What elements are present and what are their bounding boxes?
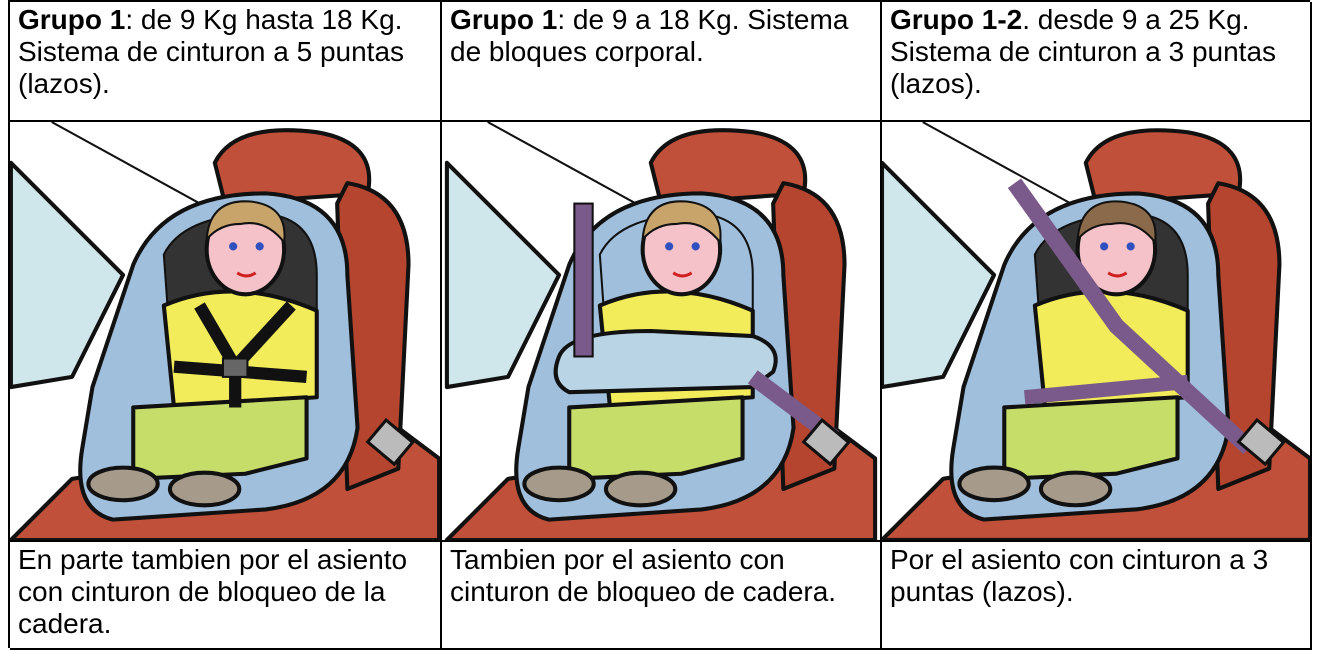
illustration-cell bbox=[882, 122, 1312, 542]
mouth bbox=[236, 271, 257, 278]
caption-cell: En parte tambien por el asiento con cint… bbox=[10, 542, 442, 650]
illustration bbox=[10, 122, 440, 540]
header-bold: Grupo 1-2 bbox=[890, 4, 1023, 35]
illustration bbox=[444, 122, 878, 540]
belt bbox=[573, 202, 594, 358]
eye bbox=[229, 242, 238, 251]
header-cell: Grupo 1-2. desde 9 a 25 Kg. Sistema de c… bbox=[882, 2, 1312, 122]
window bbox=[444, 160, 562, 390]
shoe bbox=[522, 465, 596, 503]
header-cell: Grupo 1: de 9 a 18 Kg. Sistema de bloque… bbox=[442, 2, 882, 122]
belt-buckle bbox=[801, 417, 851, 467]
belt-buckle bbox=[365, 417, 415, 467]
caption: Por el asiento con cinturon a 3 puntas (… bbox=[890, 544, 1269, 607]
shoe bbox=[1038, 470, 1113, 508]
window bbox=[10, 160, 126, 390]
buckle bbox=[221, 357, 249, 378]
hair bbox=[1076, 200, 1157, 245]
mouth bbox=[672, 271, 693, 278]
window bbox=[882, 160, 997, 390]
shoulder-belt bbox=[1007, 178, 1255, 455]
header-text: : de 9 a 18 Kg. Sistema de bloques corpo… bbox=[450, 4, 849, 67]
hair bbox=[641, 200, 722, 245]
eye bbox=[1126, 242, 1135, 251]
headrest bbox=[648, 128, 808, 206]
table: Grupo 1: de 9 Kg hasta 18 Kg. Sistema de… bbox=[8, 0, 1312, 650]
legs bbox=[1002, 395, 1180, 481]
illustration bbox=[882, 122, 1310, 540]
header-text: : de 9 Kg hasta 18 Kg. Sistema de cintur… bbox=[18, 4, 405, 99]
illustration-cell bbox=[442, 122, 882, 542]
caption-cell: Por el asiento con cinturon a 3 puntas (… bbox=[882, 542, 1312, 650]
shoe bbox=[86, 465, 160, 503]
mouth bbox=[1107, 271, 1128, 278]
caption: En parte tambien por el asiento con cint… bbox=[18, 544, 408, 639]
header-bold: Grupo 1 bbox=[450, 4, 558, 35]
lap-belt bbox=[1024, 374, 1189, 405]
eye bbox=[1100, 242, 1109, 251]
header-bold: Grupo 1 bbox=[18, 4, 126, 35]
headrest bbox=[1083, 128, 1243, 206]
eye bbox=[691, 242, 700, 251]
eye bbox=[665, 242, 674, 251]
eye bbox=[255, 242, 264, 251]
header-text: . desde 9 a 25 Kg. Sistema de cinturon a… bbox=[890, 4, 1277, 99]
legs bbox=[567, 395, 745, 481]
headrest bbox=[212, 128, 372, 206]
hair bbox=[205, 200, 286, 245]
illustration-cell bbox=[10, 122, 442, 542]
header-cell: Grupo 1: de 9 Kg hasta 18 Kg. Sistema de… bbox=[10, 2, 442, 122]
belt-buckle bbox=[1236, 417, 1286, 467]
caption-cell: Tambien por el asiento con cinturon de b… bbox=[442, 542, 882, 650]
shoe bbox=[603, 470, 678, 508]
caption: Tambien por el asiento con cinturon de b… bbox=[450, 544, 837, 607]
shoe bbox=[167, 470, 242, 508]
legs bbox=[131, 395, 309, 481]
shoe bbox=[957, 465, 1031, 503]
